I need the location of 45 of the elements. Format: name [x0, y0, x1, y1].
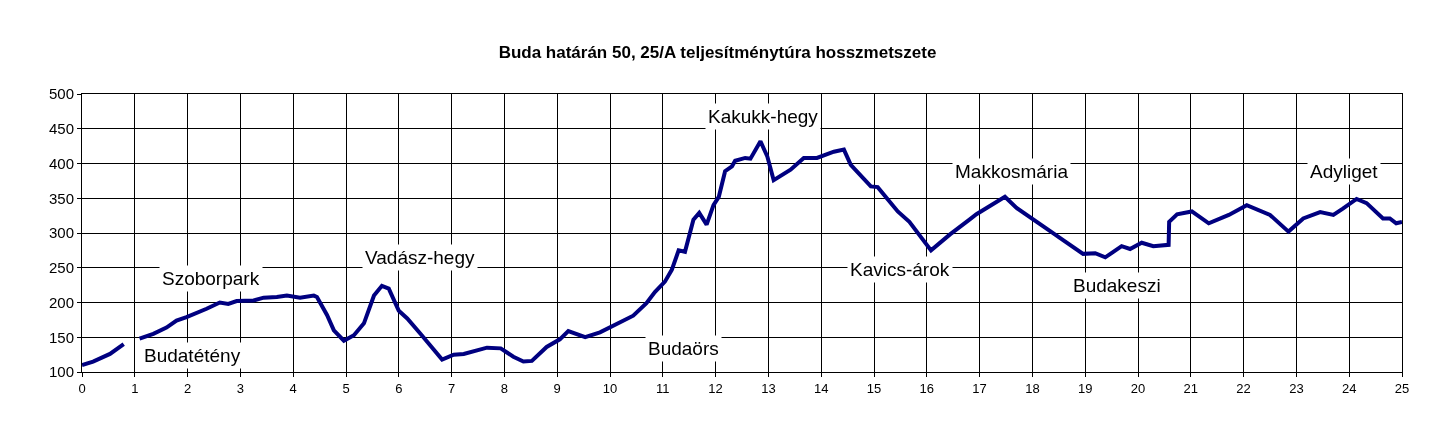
x-tick-label: 17	[972, 380, 987, 396]
x-tick-label: 1	[131, 380, 139, 396]
x-tick-label: 20	[1130, 380, 1146, 396]
y-tick-label: 500	[48, 85, 74, 103]
x-tick-label: 25	[1394, 380, 1410, 396]
x-tick-label: 13	[761, 380, 776, 396]
x-tick-label: 8	[500, 380, 509, 396]
x-tick-label: 6	[395, 380, 403, 396]
annotation: Kakukk-hegy	[708, 106, 819, 127]
x-tick-label: 12	[708, 380, 723, 396]
x-tick-label: 15	[866, 380, 882, 396]
annotation: Kavics-árok	[850, 259, 950, 280]
y-tick-label: 150	[48, 328, 74, 346]
x-tick-label: 19	[1077, 380, 1093, 396]
x-tick-label: 9	[553, 380, 561, 396]
x-tick-label: 0	[78, 380, 86, 396]
y-tick-label: 400	[48, 154, 74, 172]
x-tick-label: 24	[1341, 380, 1357, 396]
x-tick-label: 18	[1025, 380, 1040, 396]
x-tick-label: 3	[236, 380, 245, 396]
annotation: Adyliget	[1310, 161, 1379, 182]
annotation: Budaörs	[648, 338, 719, 359]
y-tick-label: 250	[48, 259, 74, 276]
x-tick-label: 7	[447, 380, 456, 396]
x-tick-label: 14	[813, 380, 829, 396]
x-tick-label: 10	[602, 380, 618, 396]
annotation: Szoborpark	[162, 268, 260, 289]
y-tick-label: 100	[48, 363, 74, 381]
annotation: Budakeszi	[1073, 275, 1161, 296]
chart-title: Buda határán 50, 25/A teljesítménytúra hosszmetszete	[498, 43, 937, 63]
x-tick-label: 11	[656, 380, 670, 396]
annotation: Vadász-hegy	[365, 247, 475, 268]
x-tick-label: 21	[1183, 380, 1199, 396]
x-tick-label: 16	[919, 380, 935, 396]
x-tick-label: 5	[342, 380, 350, 396]
x-tick-label: 4	[289, 380, 297, 396]
y-tick-label: 200	[48, 293, 74, 311]
annotation: Makkosmária	[955, 161, 1069, 182]
x-tick-label: 23	[1289, 380, 1304, 396]
x-tick-label: 22	[1236, 380, 1251, 396]
y-tick-label: 300	[48, 224, 74, 242]
x-tick-label: 2	[183, 380, 192, 396]
y-tick-label: 350	[48, 189, 74, 207]
annotation: Budatétény	[144, 345, 241, 366]
y-tick-label: 450	[48, 120, 74, 137]
